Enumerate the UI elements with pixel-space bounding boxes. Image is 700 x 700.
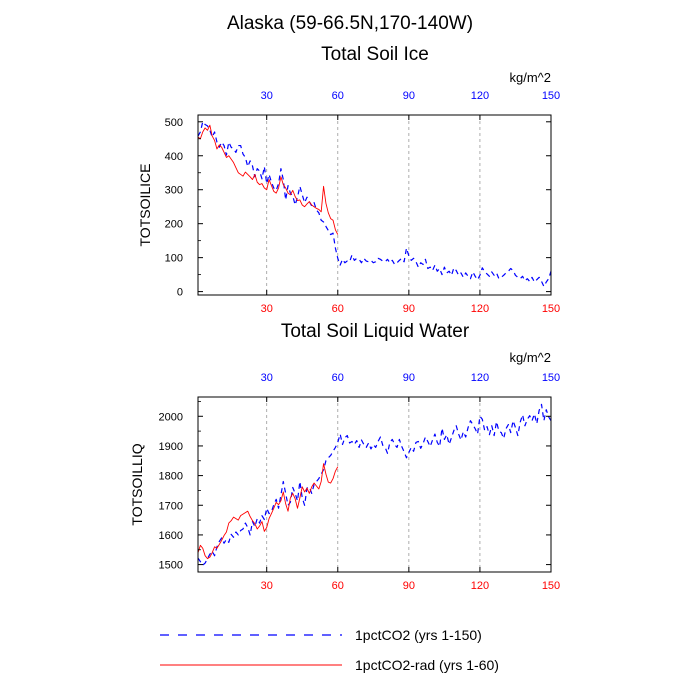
y-tick-label-soil-ice-100: 100 [165, 253, 183, 265]
x-tick-label-top-soil-liquid-90: 90 [403, 372, 415, 384]
plot-frame-soil-liquid [197, 396, 552, 573]
y-tick-label-soil-liquid-1500: 1500 [159, 560, 183, 572]
panels: Total Soil Ice kg/m^2 TOTSOILICE 30 30 60 60 90… [129, 44, 560, 592]
units-label-soil-ice: kg/m^2 [509, 70, 551, 85]
series-line-soil-ice-1pctco2-rad [198, 124, 339, 235]
y-tick-label-soil-ice-200: 200 [165, 219, 183, 231]
y-tick-label-soil-ice-400: 400 [165, 151, 183, 163]
y-tick-label-soil-ice-300: 300 [165, 185, 183, 197]
x-tick-label-top-soil-ice-30: 30 [261, 90, 273, 102]
legend-label-1pctco2-rad: 1pctCO2-rad (yrs 1-60) [355, 657, 499, 673]
y-tick-label-soil-liquid-1900: 1900 [159, 441, 183, 453]
x-tick-label-bottom-soil-ice-90: 90 [403, 303, 415, 315]
x-tick-label-top-soil-ice-120: 120 [471, 90, 489, 102]
x-tick-label-bottom-soil-liquid-60: 60 [332, 580, 344, 592]
x-tick-label-bottom-soil-ice-150: 150 [542, 303, 560, 315]
x-tick-label-top-soil-ice-90: 90 [403, 90, 415, 102]
series-group-soil-ice [198, 121, 551, 288]
figure-title: Alaska (59-66.5N,170-140W) [227, 13, 473, 34]
x-tick-label-top-soil-liquid-30: 30 [261, 372, 273, 384]
plot-frame-soil-ice [197, 114, 552, 296]
x-tick-label-bottom-soil-liquid-150: 150 [542, 580, 560, 592]
x-tick-label-top-soil-ice-150: 150 [542, 90, 560, 102]
y-axis-title-soil-liquid: TOTSOILLIQ [129, 443, 145, 525]
x-tick-label-top-soil-ice-60: 60 [332, 90, 344, 102]
series-line-soil-ice-1pctco2 [198, 121, 551, 288]
legend-label-1pctco2: 1pctCO2 (yrs 1-150) [355, 627, 482, 643]
y-tick-label-soil-liquid-1800: 1800 [159, 471, 183, 483]
y-tick-label-soil-liquid-1600: 1600 [159, 530, 183, 542]
y-tick-label-soil-ice-500: 500 [165, 117, 183, 129]
series-line-soil-liquid-1pctco2 [198, 403, 551, 566]
x-tick-label-bottom-soil-liquid-90: 90 [403, 580, 415, 592]
series-line-soil-liquid-1pctco2-rad [198, 463, 339, 560]
legend: 1pctCO2 (yrs 1-150) 1pctCO2-rad (yrs 1-6… [160, 627, 499, 673]
units-label-soil-liquid: kg/m^2 [509, 350, 551, 365]
x-tick-label-top-soil-liquid-60: 60 [332, 372, 344, 384]
x-tick-label-bottom-soil-liquid-120: 120 [471, 580, 489, 592]
panel-title-soil-liquid: Total Soil Liquid Water [281, 321, 470, 342]
y-tick-label-soil-liquid-2000: 2000 [159, 411, 183, 423]
x-tick-label-top-soil-liquid-150: 150 [542, 372, 560, 384]
panel-title-soil-ice: Total Soil Ice [321, 44, 429, 65]
x-tick-label-bottom-soil-ice-30: 30 [261, 303, 273, 315]
y-axis-title-soil-ice: TOTSOILICE [137, 164, 153, 247]
series-group-soil-liquid [198, 403, 551, 566]
x-tick-label-bottom-soil-ice-60: 60 [332, 303, 344, 315]
panel-soil-liquid: Total Soil Liquid Water kg/m^2 TOTSOILLIQ 3… [129, 321, 560, 592]
y-tick-label-soil-ice-0: 0 [177, 287, 183, 299]
x-tick-label-bottom-soil-ice-120: 120 [471, 303, 489, 315]
y-tick-label-soil-liquid-1700: 1700 [159, 500, 183, 512]
x-tick-label-top-soil-liquid-120: 120 [471, 372, 489, 384]
panel-soil-ice: Total Soil Ice kg/m^2 TOTSOILICE 30 30 60 60 90… [137, 44, 560, 315]
x-tick-label-bottom-soil-liquid-30: 30 [261, 580, 273, 592]
